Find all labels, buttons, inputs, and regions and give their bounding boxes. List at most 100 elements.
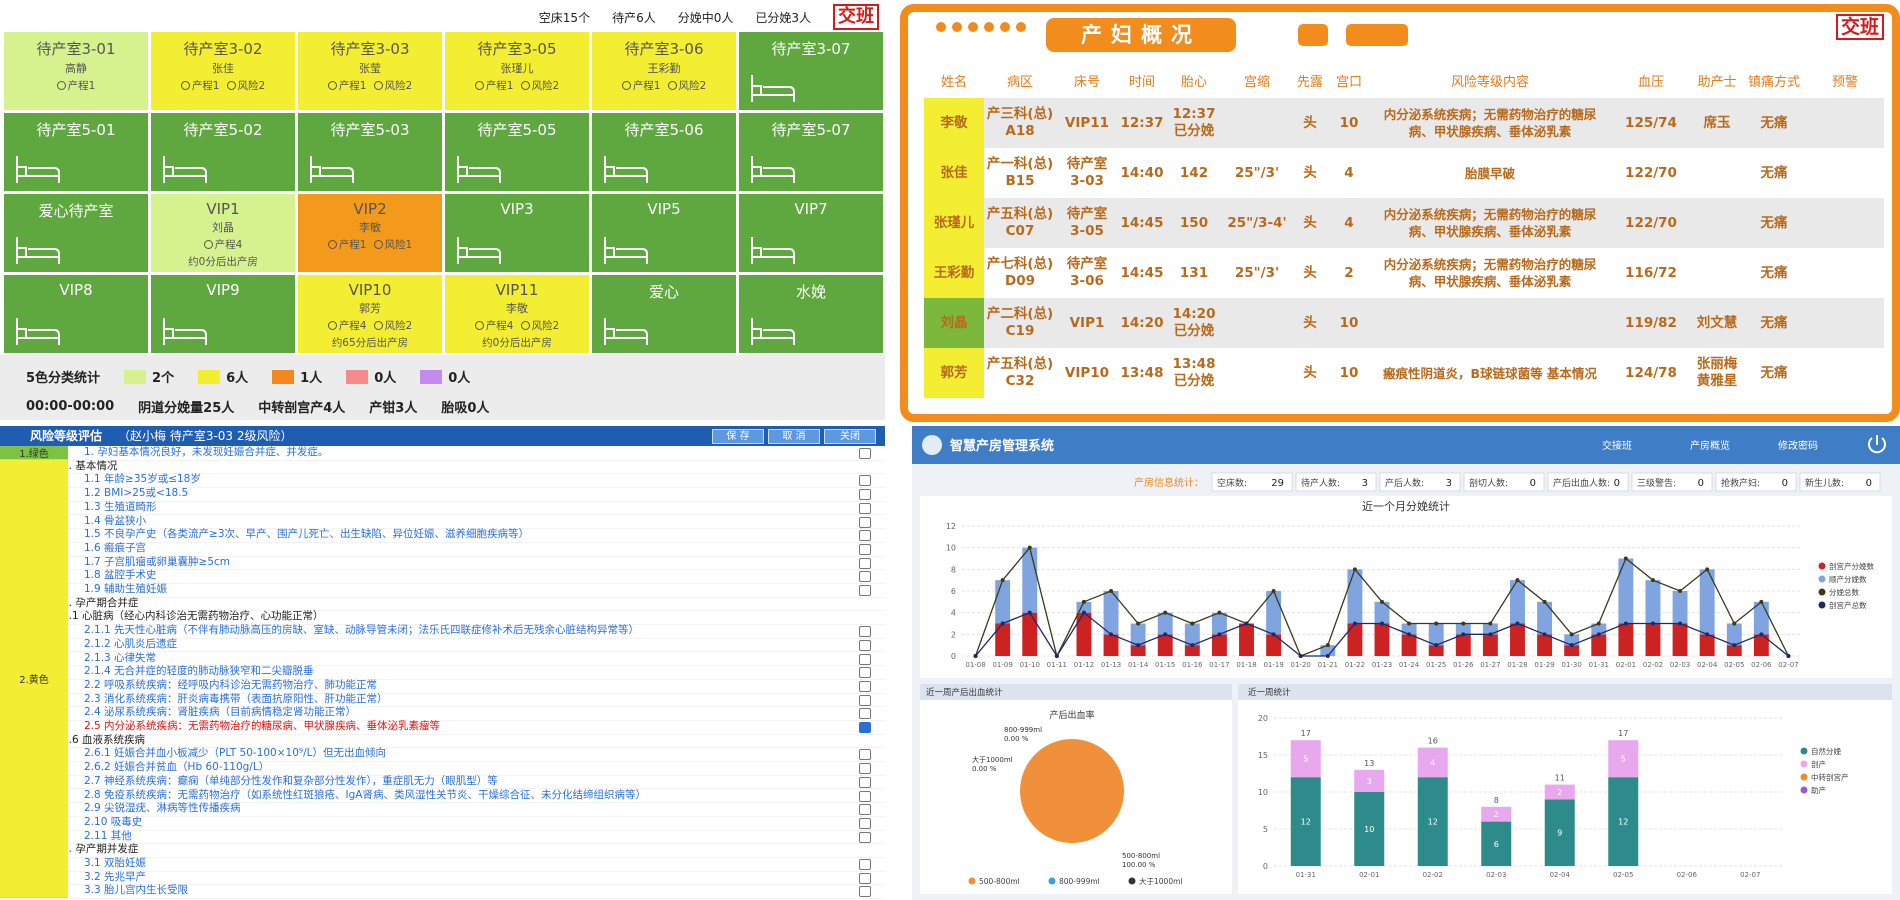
total-label: 8 <box>1494 796 1499 805</box>
table-cell: 无痛 <box>1760 314 1788 331</box>
table-cell: 刘文慧 <box>1696 314 1738 331</box>
room-tile[interactable]: VIP3 <box>445 194 589 272</box>
x-tick-label: 01-24 <box>1399 661 1420 669</box>
checkbox[interactable] <box>859 489 871 501</box>
bar <box>1428 645 1444 656</box>
risk-button[interactable]: 取 消 <box>768 429 820 444</box>
room-tile[interactable]: VIP5 <box>592 194 736 272</box>
line-point <box>1623 621 1628 626</box>
risk-item-text: 1. 基本情况 <box>68 459 118 472</box>
total-label: 17 <box>1618 729 1628 738</box>
room-tile[interactable]: 待产室5-03 <box>298 113 442 191</box>
room-tile[interactable]: 待产室3-02 张佳 产程1 风险2 <box>151 32 295 110</box>
checkbox[interactable] <box>859 763 871 775</box>
checkbox[interactable] <box>859 749 871 761</box>
room-tile[interactable]: 待产室3-05 张瑾儿 产程1 风险2 <box>445 32 589 110</box>
room-tile[interactable]: VIP1 刘晶 产程4 约0分后出产房 <box>151 194 295 272</box>
handover-button[interactable]: 交班 <box>1835 14 1884 40</box>
bed-icon <box>751 75 795 102</box>
room-tile[interactable]: VIP10 郭芳 产程4 风险2 约65分后出产房 <box>298 275 442 353</box>
power-icon[interactable] <box>1868 435 1886 454</box>
nav-item[interactable]: 产房概览 <box>1690 439 1730 452</box>
line-point <box>1596 621 1601 626</box>
room-tile[interactable]: 待产室5-06 <box>592 113 736 191</box>
table-cell <box>1692 198 1742 248</box>
room-tile[interactable]: 爱心 <box>592 275 736 353</box>
checkbox[interactable] <box>859 886 871 898</box>
checkbox[interactable] <box>859 475 871 487</box>
checkbox[interactable] <box>859 653 871 665</box>
x-tick-label: 02-01 <box>1616 661 1636 669</box>
x-tick-label: 02-06 <box>1677 871 1698 879</box>
room-name: VIP2 <box>353 200 387 218</box>
checkbox[interactable] <box>859 639 871 651</box>
tag-text: 风险2 <box>384 320 413 332</box>
room-tile[interactable]: 待产室3-03 张莹 产程1 风险2 <box>298 32 442 110</box>
nav-item[interactable]: 修改密码 <box>1778 439 1818 452</box>
checkbox[interactable] <box>859 516 871 528</box>
checkbox[interactable] <box>859 790 871 802</box>
checkbox[interactable] <box>859 557 871 569</box>
legend-label: 800-999ml <box>1059 877 1100 886</box>
line-point <box>1027 610 1032 615</box>
column-header: 姓名 <box>940 74 967 90</box>
slice-label: 800-999ml <box>1004 726 1042 734</box>
checkbox[interactable] <box>859 694 871 706</box>
table-cell: 无痛 <box>1760 264 1788 281</box>
room-tile[interactable]: 待产室5-01 <box>4 113 148 191</box>
line-point <box>1190 643 1195 648</box>
room-tile[interactable]: 水娩 <box>739 275 883 353</box>
checkbox[interactable] <box>859 817 871 829</box>
x-tick-label: 01-20 <box>1291 661 1311 669</box>
table-cell: 头 <box>1303 164 1317 181</box>
room-tile[interactable]: 待产室5-07 <box>739 113 883 191</box>
legend-label: 500-800ml <box>979 877 1020 886</box>
bar <box>1239 623 1254 656</box>
room-tile[interactable]: 待产室5-02 <box>151 113 295 191</box>
room-tile[interactable]: 待产室3-06 王彩勤 产程1 风险2 <box>592 32 736 110</box>
bed-outline <box>16 318 60 345</box>
risk-item-text: 1.7 子宫肌瘤或卵巢囊肿≥5cm <box>84 555 231 568</box>
table-cell: 无痛 <box>1760 164 1788 181</box>
checkbox[interactable] <box>859 571 871 583</box>
checkbox[interactable] <box>859 543 871 555</box>
table-cell: 14:40 <box>1120 164 1164 181</box>
checkbox[interactable] <box>859 831 871 843</box>
checkbox[interactable] <box>859 776 871 788</box>
checkbox[interactable] <box>859 708 871 720</box>
room-name: VIP1 <box>206 200 240 218</box>
handover-button[interactable]: 交班 <box>833 4 879 30</box>
bar <box>1290 777 1321 866</box>
checkbox[interactable] <box>859 680 871 692</box>
room-tile[interactable]: VIP8 <box>4 275 148 353</box>
room-tile[interactable]: 待产室3-07 <box>739 32 883 110</box>
room-tile[interactable]: VIP9 <box>151 275 295 353</box>
risk-item: 1.8 盆腔手术史 <box>68 569 885 584</box>
checkbox[interactable] <box>859 448 871 459</box>
room-tile[interactable]: 待产室3-01 高静 产程1 <box>4 32 148 110</box>
bar <box>1564 634 1580 646</box>
checkbox[interactable] <box>859 530 871 542</box>
stat-box <box>1631 472 1713 492</box>
room-tile[interactable]: VIP7 <box>739 194 883 272</box>
room-tile[interactable]: 待产室5-05 <box>445 113 589 191</box>
checkbox[interactable] <box>859 722 871 733</box>
checkbox[interactable] <box>859 859 871 870</box>
checkbox[interactable] <box>859 585 871 596</box>
patient-name: 王彩勤 <box>647 62 681 75</box>
room-tile[interactable]: 爱心待产室 <box>4 194 148 272</box>
checkbox[interactable] <box>859 872 871 884</box>
room-tile[interactable]: VIP2 李敏 产程1 风险1 <box>298 194 442 272</box>
room-tile[interactable]: VIP11 李敬 产程4 风险2 约0分后出产房 <box>445 275 589 353</box>
tab <box>1346 24 1408 46</box>
y-tick-label: 10 <box>946 544 956 553</box>
bar-value-label: 2 <box>1494 810 1499 819</box>
risk-button[interactable]: 关闭 <box>824 429 876 444</box>
checkbox[interactable] <box>859 667 871 679</box>
risk-button[interactable]: 保 存 <box>712 429 764 444</box>
checkbox[interactable] <box>859 626 871 638</box>
checkbox[interactable] <box>859 502 871 514</box>
nav-item[interactable]: 交接班 <box>1602 439 1632 452</box>
checkbox[interactable] <box>859 804 871 816</box>
